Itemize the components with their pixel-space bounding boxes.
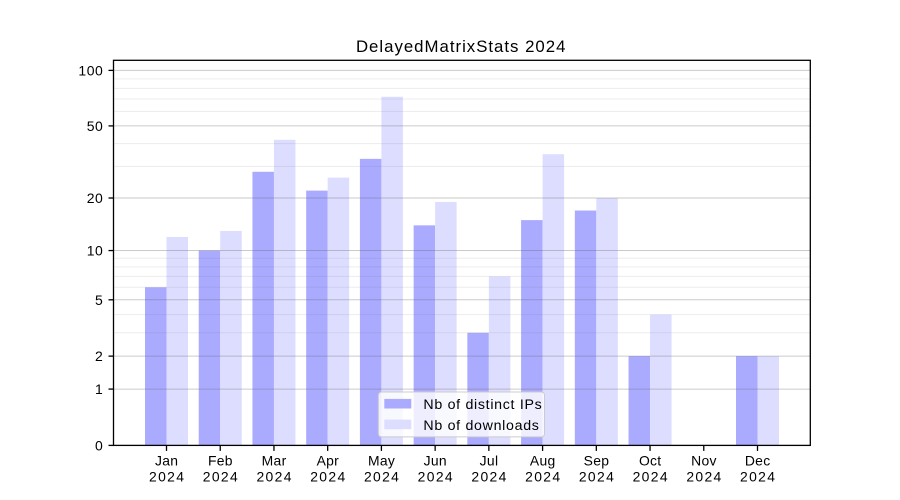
svg-text:20: 20 xyxy=(87,190,104,206)
svg-text:Nov: Nov xyxy=(691,453,717,469)
svg-text:2024: 2024 xyxy=(525,469,561,485)
svg-text:2024: 2024 xyxy=(686,469,722,485)
svg-text:Mar: Mar xyxy=(262,453,287,469)
svg-text:2024: 2024 xyxy=(740,469,776,485)
svg-text:2024: 2024 xyxy=(418,469,454,485)
svg-text:2024: 2024 xyxy=(471,469,507,485)
svg-text:Jan: Jan xyxy=(155,453,178,469)
svg-text:2: 2 xyxy=(95,348,103,364)
svg-text:Feb: Feb xyxy=(208,453,233,469)
svg-text:DelayedMatrixStats 2024: DelayedMatrixStats 2024 xyxy=(356,37,567,56)
svg-text:Sep: Sep xyxy=(584,453,610,469)
svg-text:100: 100 xyxy=(78,62,103,78)
svg-text:2024: 2024 xyxy=(203,469,239,485)
svg-text:10: 10 xyxy=(87,243,104,259)
svg-text:0: 0 xyxy=(95,437,103,453)
svg-text:1: 1 xyxy=(95,381,103,397)
svg-text:Aug: Aug xyxy=(530,453,556,469)
svg-text:2024: 2024 xyxy=(364,469,400,485)
svg-text:Apr: Apr xyxy=(317,453,340,469)
svg-text:2024: 2024 xyxy=(256,469,292,485)
svg-text:Dec: Dec xyxy=(745,453,771,469)
svg-text:Nb of distinct IPs: Nb of distinct IPs xyxy=(423,397,542,413)
svg-text:Jun: Jun xyxy=(424,453,447,469)
svg-text:Oct: Oct xyxy=(639,453,662,469)
svg-text:2024: 2024 xyxy=(633,469,669,485)
svg-text:Nb of downloads: Nb of downloads xyxy=(423,418,539,434)
svg-text:50: 50 xyxy=(87,118,104,134)
svg-text:5: 5 xyxy=(95,292,103,308)
svg-text:May: May xyxy=(368,453,395,469)
svg-text:2024: 2024 xyxy=(149,469,185,485)
svg-text:2024: 2024 xyxy=(579,469,615,485)
svg-text:Jul: Jul xyxy=(480,453,499,469)
svg-text:2024: 2024 xyxy=(310,469,346,485)
